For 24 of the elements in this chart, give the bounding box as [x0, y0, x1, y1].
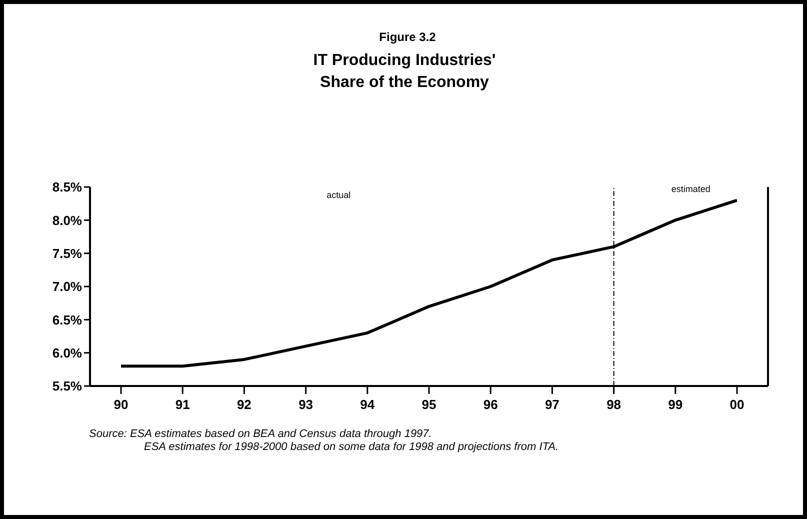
- x-tick-label: 96: [483, 397, 498, 412]
- annotation: estimated: [670, 184, 712, 194]
- chart-title: Figure 3.2: [378, 30, 437, 44]
- x-tick-label: 99: [668, 397, 683, 412]
- y-tick-label: 5.5%: [52, 378, 82, 394]
- y-tick-label: 6.0%: [52, 345, 82, 360]
- x-tick-label: 97: [544, 397, 560, 412]
- x-tick-label: 00: [730, 397, 744, 412]
- chart-subtitle: IT Producing Industries' Share of the Economy: [312, 51, 497, 93]
- x-tick-label: 91: [175, 397, 190, 412]
- text: ESA estimates for 1998-2000 based on some data for 1998 and projections from ITA.: [144, 441, 559, 453]
- y-tick-label: 6.5%: [52, 312, 82, 328]
- y-tick-label: 8.0%: [52, 212, 82, 228]
- x-tick-label: 95: [422, 397, 436, 412]
- y-tick-label: 8.5%: [52, 180, 82, 195]
- x-tick-label: 90: [114, 397, 128, 412]
- y-tick-label: 7.0%: [52, 279, 82, 294]
- source-note: Source: ESA estimates based on BEA and Census data through 1997.: [89, 428, 432, 440]
- x-tick-label: 93: [298, 397, 314, 412]
- x-tick-label: 94: [360, 397, 376, 412]
- annotation: actual: [326, 190, 352, 200]
- y-tick-label: 7.5%: [52, 246, 82, 261]
- x-tick-label: 92: [236, 397, 252, 412]
- x-tick-label: 98: [606, 397, 622, 412]
